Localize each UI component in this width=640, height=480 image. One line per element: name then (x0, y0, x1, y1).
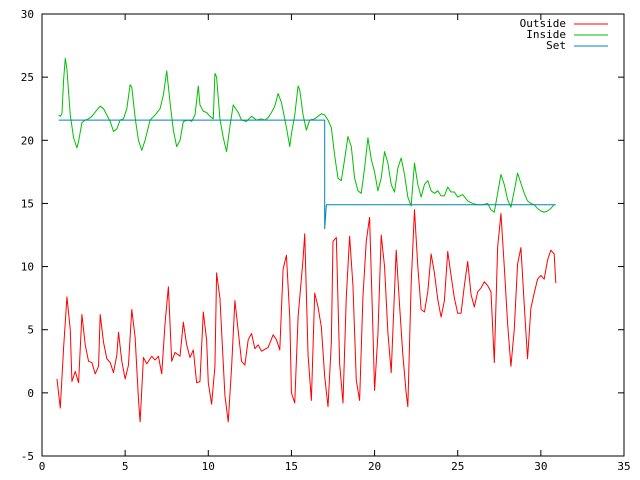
x-tick-label: 15 (285, 460, 298, 473)
legend-label-outside: Outside (520, 17, 566, 30)
y-tick-label: 30 (21, 8, 34, 21)
x-tick-label: 0 (39, 460, 46, 473)
plot-frame (41, 13, 625, 457)
series-line-inside (58, 57, 555, 213)
y-tick-label: 5 (27, 324, 34, 337)
y-tick-label: 15 (21, 197, 34, 210)
x-tick-label: 5 (122, 460, 129, 473)
y-tick-label: 20 (21, 134, 34, 147)
x-tick-label: 30 (534, 460, 547, 473)
x-tick-label: 10 (202, 460, 215, 473)
y-tick-label: 10 (21, 261, 34, 274)
series-line-set (58, 119, 556, 230)
y-tick-label: -5 (21, 450, 34, 463)
y-tick-label: 25 (21, 71, 34, 84)
axis-tick-labels: 0 5 10 15 20 25 30 35 -5 0 5 10 15 20 25 30 (21, 8, 631, 473)
axis-ticks (41, 13, 625, 457)
legend-label-set: Set (546, 39, 566, 52)
x-tick-label: 20 (368, 460, 381, 473)
plot-border (41, 13, 625, 457)
y-tick-label: 0 (27, 387, 34, 400)
legend-label-inside: Inside (526, 28, 566, 41)
x-tick-label: 25 (451, 460, 464, 473)
x-tick-label: 35 (617, 460, 630, 473)
series-line-outside (56, 209, 557, 423)
series-layer (56, 57, 557, 423)
